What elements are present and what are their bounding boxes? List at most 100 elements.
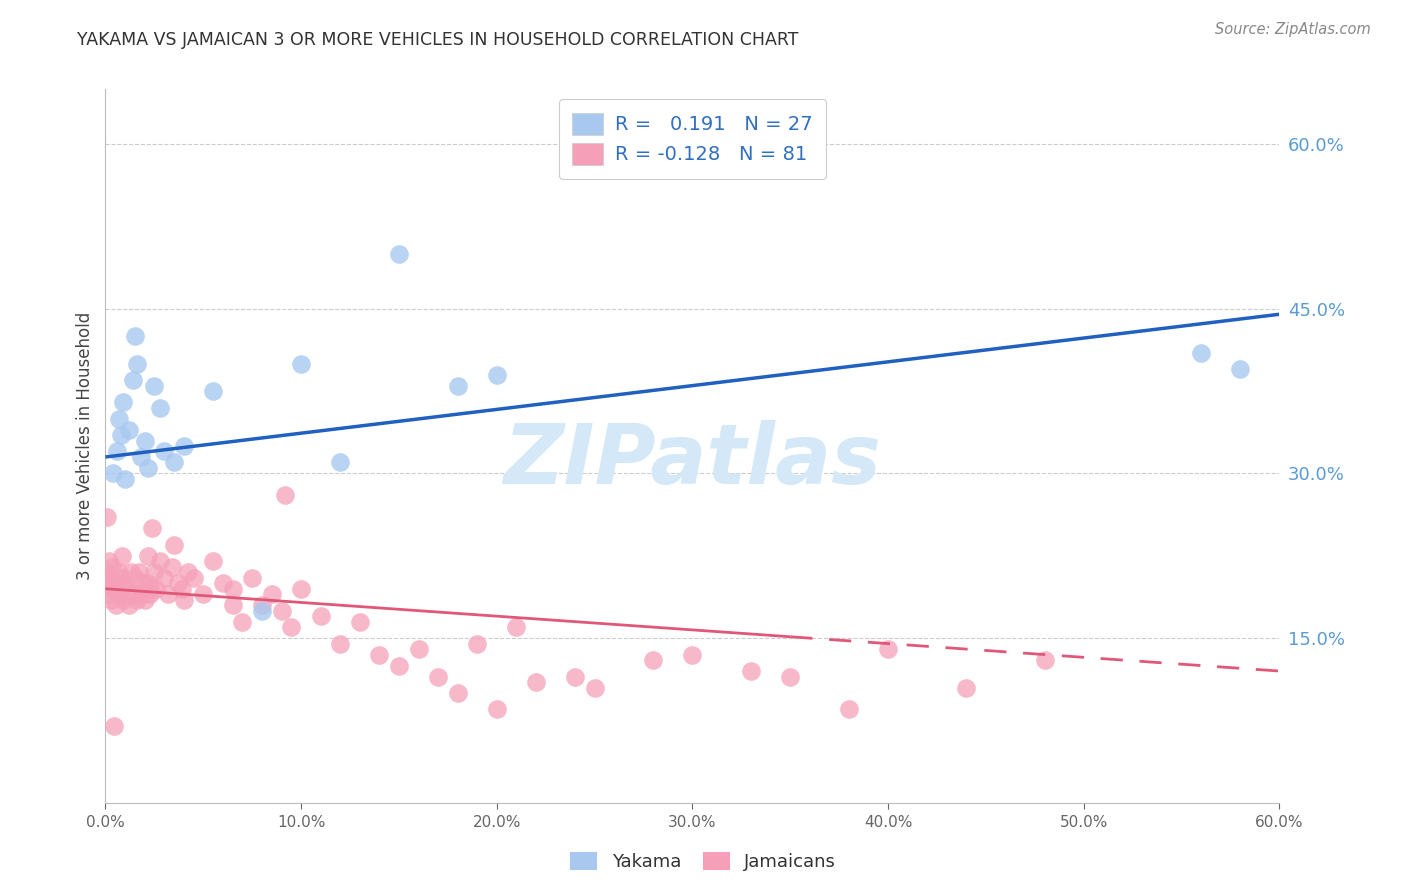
- Point: [583, 681, 606, 695]
- Point: [139, 582, 162, 596]
- Point: [101, 559, 124, 574]
- Point: [103, 467, 125, 481]
- Point: [104, 576, 127, 591]
- Point: [240, 571, 263, 585]
- Point: [138, 549, 160, 563]
- Text: ZIPatlas: ZIPatlas: [503, 420, 882, 500]
- Point: [138, 461, 160, 475]
- Point: [114, 576, 136, 591]
- Point: [131, 576, 153, 591]
- Point: [135, 576, 157, 591]
- Point: [173, 439, 195, 453]
- Point: [121, 373, 143, 387]
- Point: [524, 675, 547, 690]
- Point: [166, 576, 188, 591]
- Point: [112, 395, 135, 409]
- Point: [176, 566, 198, 580]
- Point: [108, 566, 131, 580]
- Point: [143, 378, 166, 392]
- Point: [955, 681, 977, 695]
- Point: [124, 329, 146, 343]
- Point: [290, 582, 312, 596]
- Point: [120, 566, 142, 580]
- Legend: Yakama, Jamaicans: Yakama, Jamaicans: [562, 845, 844, 879]
- Point: [105, 598, 128, 612]
- Point: [96, 571, 118, 585]
- Point: [153, 444, 176, 458]
- Legend: R =   0.191   N = 27, R = -0.128   N = 81: R = 0.191 N = 27, R = -0.128 N = 81: [558, 99, 827, 178]
- Point: [368, 648, 391, 662]
- Point: [141, 521, 163, 535]
- Point: [681, 648, 703, 662]
- Point: [149, 401, 172, 415]
- Point: [465, 637, 488, 651]
- Point: [124, 571, 146, 585]
- Point: [118, 423, 141, 437]
- Point: [349, 615, 371, 629]
- Point: [193, 587, 215, 601]
- Point: [145, 582, 167, 596]
- Point: [274, 488, 297, 502]
- Point: [134, 592, 156, 607]
- Point: [280, 620, 302, 634]
- Point: [96, 566, 118, 580]
- Point: [1229, 362, 1251, 376]
- Point: [129, 450, 152, 464]
- Point: [388, 658, 411, 673]
- Point: [250, 598, 273, 612]
- Point: [108, 411, 131, 425]
- Point: [202, 384, 225, 398]
- Point: [427, 669, 450, 683]
- Point: [163, 538, 186, 552]
- Point: [163, 455, 186, 469]
- Point: [838, 702, 860, 716]
- Point: [408, 642, 430, 657]
- Point: [129, 587, 152, 601]
- Point: [231, 615, 253, 629]
- Point: [505, 620, 527, 634]
- Point: [446, 686, 468, 700]
- Point: [139, 587, 162, 601]
- Point: [309, 609, 332, 624]
- Point: [183, 571, 205, 585]
- Point: [260, 587, 283, 601]
- Point: [105, 582, 128, 596]
- Point: [110, 428, 132, 442]
- Point: [160, 559, 183, 574]
- Point: [149, 554, 172, 568]
- Text: YAKAMA VS JAMAICAN 3 OR MORE VEHICLES IN HOUSEHOLD CORRELATION CHART: YAKAMA VS JAMAICAN 3 OR MORE VEHICLES IN…: [77, 31, 799, 49]
- Point: [157, 587, 180, 601]
- Point: [221, 598, 243, 612]
- Point: [118, 598, 141, 612]
- Point: [115, 582, 138, 596]
- Y-axis label: 3 or more Vehicles in Household: 3 or more Vehicles in Household: [76, 312, 94, 580]
- Point: [112, 592, 135, 607]
- Point: [211, 576, 233, 591]
- Point: [446, 378, 468, 392]
- Point: [485, 368, 508, 382]
- Point: [250, 604, 273, 618]
- Point: [100, 592, 122, 607]
- Point: [125, 357, 148, 371]
- Point: [108, 571, 131, 585]
- Point: [134, 434, 156, 448]
- Point: [97, 587, 120, 601]
- Point: [740, 664, 762, 678]
- Point: [128, 566, 150, 580]
- Point: [779, 669, 801, 683]
- Point: [96, 510, 118, 524]
- Point: [877, 642, 900, 657]
- Point: [221, 582, 243, 596]
- Point: [110, 587, 132, 601]
- Point: [170, 582, 193, 596]
- Point: [114, 472, 136, 486]
- Point: [98, 576, 121, 591]
- Point: [643, 653, 665, 667]
- Point: [1033, 653, 1056, 667]
- Point: [103, 582, 125, 596]
- Point: [143, 566, 166, 580]
- Point: [103, 719, 125, 733]
- Point: [290, 357, 312, 371]
- Point: [485, 702, 508, 716]
- Point: [329, 455, 352, 469]
